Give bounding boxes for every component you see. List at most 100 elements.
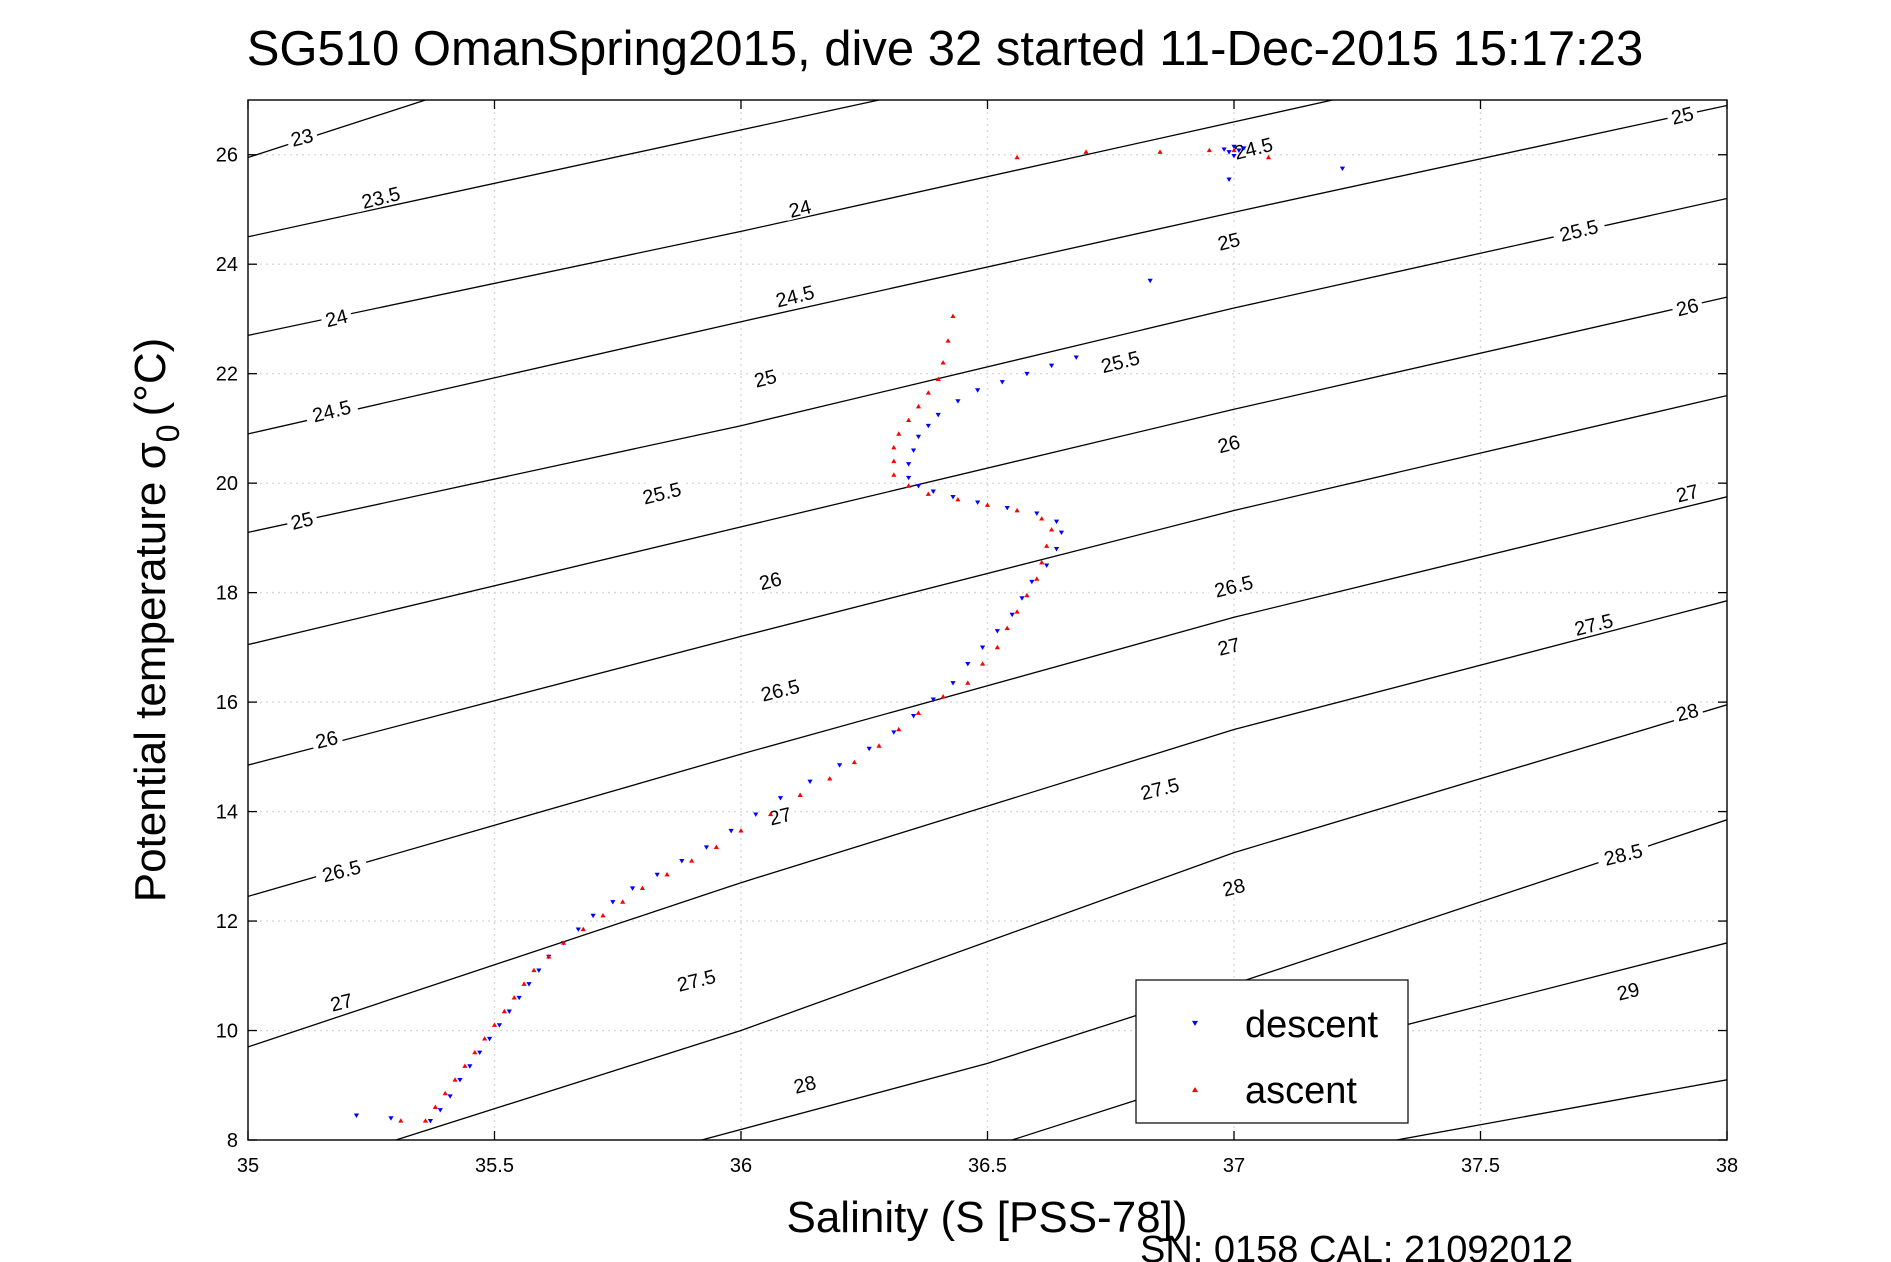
y-axis-label-subscript: 0 [150, 424, 186, 442]
contour-label-text: 28 [1674, 700, 1701, 727]
ascent-point [501, 1008, 507, 1014]
legend: descent ascent [1135, 979, 1409, 1124]
density-contour-26.5 [248, 496, 1727, 898]
contour-label-text: 26 [757, 568, 784, 595]
contour-label-text: 25 [1216, 229, 1243, 256]
y-axis-label-unit: (°C) [126, 338, 175, 417]
contour-label: 27.5 [1131, 769, 1188, 805]
descent-point [1241, 146, 1247, 151]
x-tick-label: 36 [730, 1155, 752, 1177]
ascent-point [891, 444, 897, 450]
ascent-point [1048, 527, 1055, 532]
ascent-point [472, 1049, 478, 1055]
ascent-point [945, 338, 951, 343]
y-tick-labels: 8 10 12 14 16 18 20 22 24 26 [216, 145, 238, 1152]
contour-label: 25 [1211, 225, 1246, 256]
descent-point [891, 730, 897, 735]
contour-label-text: 24 [323, 306, 350, 333]
descent-point [1009, 612, 1015, 618]
ascent-point [511, 995, 517, 1000]
descent-point [975, 500, 981, 505]
contour-label: 26.5 [313, 851, 369, 887]
y-tick-label: 12 [216, 911, 238, 933]
descent-point [930, 697, 936, 702]
contour-label-bg [1216, 870, 1251, 900]
ascent-point [979, 661, 986, 666]
descent-point [807, 779, 813, 785]
descent-point [837, 763, 843, 768]
ascent-point [600, 912, 606, 918]
contour-label-text: 27 [1674, 481, 1701, 508]
descent-point [866, 746, 872, 752]
contour-label-bg [766, 277, 823, 312]
descent-point [906, 475, 912, 481]
y-tick-label: 22 [216, 364, 238, 386]
descent-point [999, 380, 1005, 385]
ascent-point [984, 502, 991, 507]
ascent-point [1039, 516, 1045, 521]
ascent-point [797, 792, 803, 797]
contour-label: 27.5 [1565, 605, 1622, 641]
y-tick-label: 8 [227, 1130, 238, 1152]
axis-ticks [247, 100, 1728, 1141]
ascent-point [876, 743, 882, 748]
contour-label-bg [352, 178, 409, 213]
ascent-point [1014, 154, 1020, 160]
descent-point [915, 484, 922, 489]
descent-point [506, 1009, 512, 1014]
descent-point [575, 927, 581, 932]
descent-point [353, 1113, 360, 1118]
ascent-point [915, 710, 922, 715]
descent-point [994, 629, 1000, 634]
descent-point [1231, 144, 1237, 150]
descent-point [1147, 278, 1153, 284]
contour-label-bg [303, 392, 359, 427]
contour-label: 29 [1610, 974, 1645, 1006]
density-contour-24.5 [248, 104, 1727, 435]
contour-label-bg [1565, 605, 1622, 640]
descent-point [427, 1119, 434, 1124]
descent-point [629, 886, 636, 891]
contour-label-bg [1550, 211, 1607, 246]
x-axis-label: Salinity (S [PSS-78]) [786, 1193, 1187, 1242]
ascent-point [1083, 149, 1089, 154]
ascent-point [851, 759, 857, 765]
contour-label-bg [762, 799, 797, 829]
contour-label-text: 26 [313, 727, 340, 754]
ascent-point [950, 313, 956, 319]
descent-point [1226, 150, 1232, 155]
ascent-point [689, 858, 695, 863]
y-tick-label: 14 [216, 802, 238, 824]
ascent-series [398, 147, 1272, 1123]
contour-label-text: 27 [328, 990, 355, 1017]
contour-label-bg [1669, 290, 1705, 320]
x-tick-label: 35.5 [475, 1155, 514, 1177]
legend-label-ascent: ascent [1245, 1070, 1357, 1112]
legend-box [1135, 979, 1409, 1124]
descent-point [930, 489, 936, 494]
ascent-point [664, 871, 670, 877]
x-tick-label: 37.5 [1461, 1155, 1500, 1177]
ascent-point [422, 1118, 429, 1123]
ascent-point [398, 1118, 404, 1123]
contour-label-bg [747, 361, 783, 391]
descent-point [1221, 147, 1227, 152]
contour-label-bg [1211, 427, 1246, 457]
ascent-point [955, 496, 961, 502]
density-contour-27.5 [395, 704, 1727, 1140]
descent-point [457, 1077, 463, 1083]
descent-point [1019, 596, 1025, 601]
contour-label: 24 [318, 301, 354, 333]
descent-point [437, 1108, 443, 1113]
y-tick-label: 26 [216, 145, 238, 167]
x-tick-label: 37 [1223, 1155, 1245, 1177]
plot-area [248, 100, 1727, 1140]
descent-point [447, 1094, 453, 1099]
contour-label-bg [667, 961, 724, 996]
ascent-point [531, 967, 537, 973]
ascent-point [1024, 592, 1030, 598]
ascent-point [767, 811, 774, 817]
ascent-point [521, 981, 527, 986]
ascent-point [620, 899, 626, 904]
